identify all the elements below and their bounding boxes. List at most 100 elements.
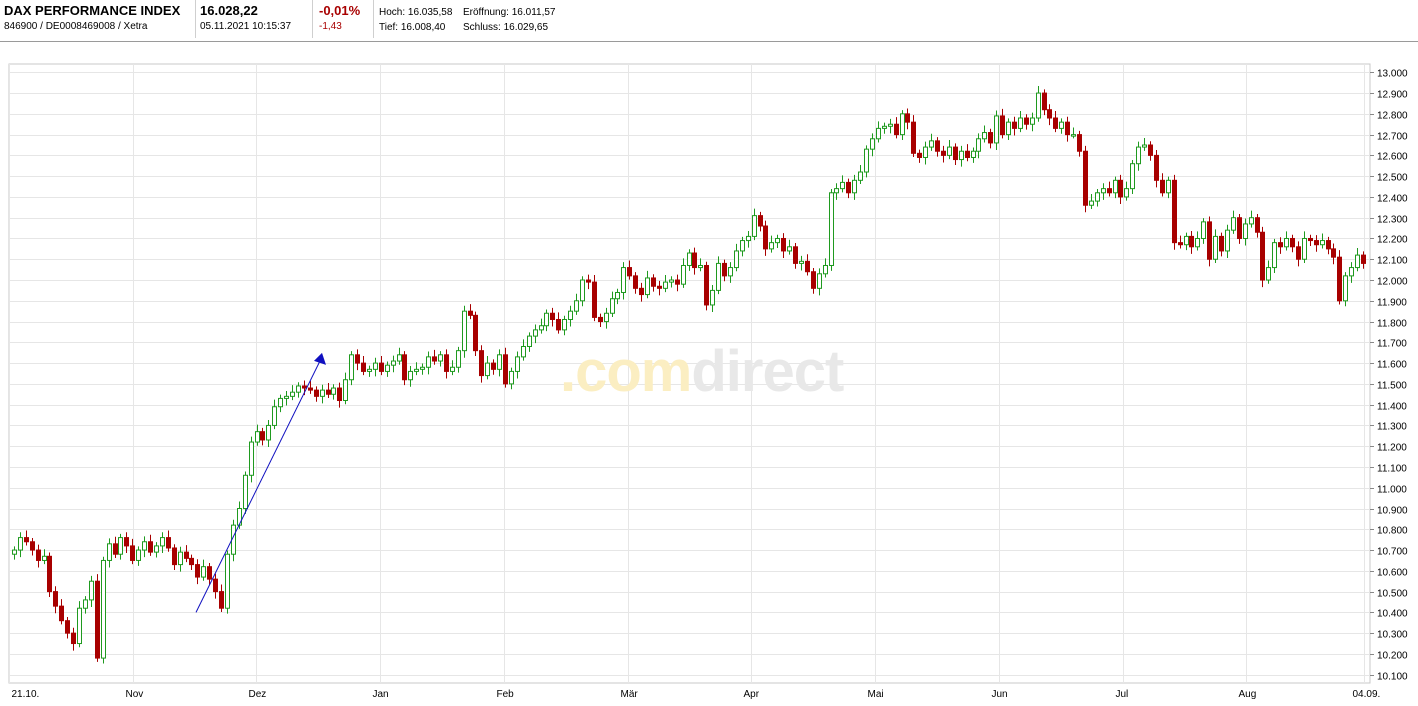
candle-body — [426, 356, 431, 368]
candle-body — [763, 225, 768, 250]
candle-body — [627, 267, 632, 277]
candle-body — [331, 387, 336, 395]
candle-body — [391, 360, 396, 366]
candle-body — [1107, 188, 1112, 194]
candle-body — [1047, 109, 1052, 119]
candle-body — [1278, 242, 1283, 248]
candle-body — [645, 277, 650, 296]
candle-body — [503, 354, 508, 385]
trend-arrow-line — [195, 356, 323, 613]
candle-body — [740, 240, 745, 252]
candle-body — [994, 115, 999, 144]
candle-body — [793, 246, 798, 264]
candle-body — [272, 406, 277, 426]
candle-body — [1231, 217, 1236, 231]
candle-body — [834, 188, 839, 194]
y-tick-label: 12.400 — [1377, 194, 1408, 205]
x-tick-label: Mär — [621, 689, 639, 700]
candle-body — [592, 281, 597, 318]
candle-body — [988, 132, 993, 144]
candle-body — [1189, 235, 1194, 248]
candle-body — [83, 599, 88, 609]
candle-body — [1130, 163, 1135, 190]
candle-body — [107, 543, 112, 561]
candle-body — [544, 312, 549, 327]
y-tick-label: 11.000 — [1377, 485, 1407, 496]
candle-body — [681, 264, 686, 285]
candle-body — [1331, 248, 1336, 258]
candle-body — [118, 537, 123, 555]
y-tick-label: 12.100 — [1377, 256, 1408, 267]
candle-body — [1042, 92, 1047, 111]
candle-body — [225, 553, 230, 609]
y-tick-label: 10.600 — [1377, 568, 1408, 579]
candle-body — [1154, 154, 1159, 181]
candle-body — [101, 559, 106, 659]
candle-body — [1308, 237, 1313, 242]
candle-body — [633, 275, 638, 289]
candle-body — [953, 146, 958, 161]
candle-body — [1089, 200, 1094, 206]
candle-body — [527, 335, 532, 347]
candle-body — [663, 281, 668, 289]
price-chart: 10.100 10.200 10.300 10.400 10.500 10.600 10.7… — [8, 63, 1408, 700]
candle-body — [154, 545, 159, 553]
candle-body — [556, 318, 561, 331]
candle-body — [1349, 267, 1354, 277]
candle-body — [130, 545, 135, 561]
candle-body — [1184, 235, 1189, 246]
candle-body — [882, 125, 887, 129]
y-tick-label: 10.800 — [1377, 526, 1408, 537]
candle-body — [580, 279, 585, 302]
candle-body — [1148, 144, 1153, 156]
change-cell: -0,01% -1,43 — [313, 0, 374, 38]
candle-body — [817, 273, 822, 289]
candle-body — [621, 267, 626, 293]
y-tick-label: 10.200 — [1377, 651, 1408, 662]
candle-body — [971, 150, 976, 158]
candle-body — [201, 566, 206, 578]
candle-body — [473, 314, 478, 352]
x-tick-label: Jan — [373, 689, 389, 700]
candle-body — [799, 260, 804, 264]
candle-body — [468, 310, 473, 316]
header-separator — [0, 41, 1418, 42]
y-tick-label: 10.700 — [1377, 547, 1408, 558]
y-tick-label: 12.800 — [1377, 111, 1408, 122]
y-tick-label: 11.900 — [1377, 298, 1407, 309]
candle-body — [1237, 217, 1242, 239]
candle-body — [1030, 117, 1035, 125]
candle-body — [1302, 237, 1307, 260]
candle-body — [53, 591, 58, 607]
candle-body — [539, 325, 544, 331]
candle-body — [444, 354, 449, 372]
candle-body — [900, 113, 905, 136]
candle-body — [888, 123, 893, 127]
candle-body — [1337, 256, 1342, 302]
candle-body — [1178, 242, 1183, 246]
candle-body — [1012, 121, 1017, 129]
candle-body — [1219, 235, 1224, 252]
candle-body — [876, 127, 881, 140]
candle-body — [438, 354, 443, 362]
candle-body — [1083, 150, 1088, 206]
ohlc-cell: Hoch: 16.035,58 Eröffnung: 16.011,57 Tie… — [374, 0, 594, 38]
candle-body — [1326, 240, 1331, 250]
candle-body — [1249, 217, 1254, 225]
candle-body — [1290, 237, 1295, 248]
candle-body — [77, 607, 82, 645]
candle-body — [669, 279, 674, 283]
y-tick-label: 11.200 — [1377, 443, 1407, 454]
candle-body — [1314, 240, 1319, 246]
candle-body — [728, 267, 733, 277]
candle-body — [367, 368, 372, 372]
last-price: 16.028,22 — [200, 3, 258, 18]
candle-body — [840, 181, 845, 190]
candle-body — [509, 370, 514, 385]
candle-body — [829, 192, 834, 266]
candle-body — [30, 541, 35, 551]
candle-body — [195, 564, 200, 578]
y-tick-label: 11.800 — [1377, 319, 1407, 330]
y-tick-label: 12.000 — [1377, 277, 1408, 288]
candle-body — [787, 246, 792, 252]
